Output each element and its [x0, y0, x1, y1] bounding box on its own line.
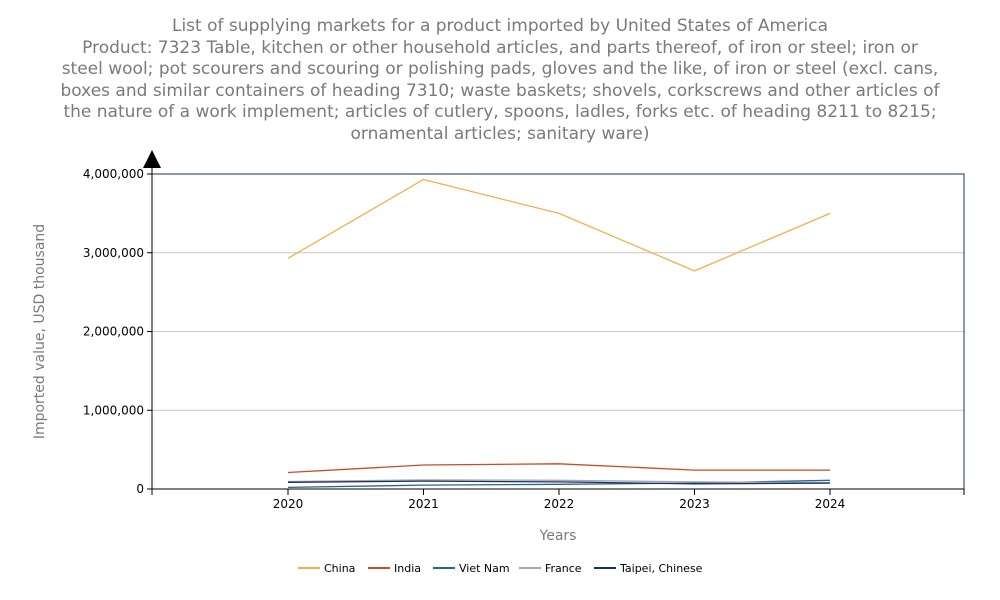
gridlines: [152, 252, 964, 411]
y-tick-label: 3,000,000: [83, 246, 144, 260]
x-tick-label: 2021: [408, 497, 439, 511]
x-tick-label: 2022: [544, 497, 575, 511]
y-tick-label: 4,000,000: [83, 167, 144, 181]
legend: China India Viet Nam France Taipei, Chinese: [298, 562, 703, 575]
chart-subtitle-line: ornamental articles; sanitary ware): [350, 123, 650, 144]
series-line: [287, 178, 831, 272]
x-tick-label: 2020: [273, 497, 304, 511]
chart-title-line: List of supplying markets for a product …: [171, 16, 829, 36]
y-tick-label: 1,000,000: [83, 403, 144, 417]
axes: 0 1,000,000 2,000,000 3,000,000 4,000,000 202…: [83, 166, 965, 511]
legend-label: China: [324, 562, 355, 575]
series-line: [287, 480, 831, 485]
x-tick-label: 2023: [679, 497, 710, 511]
legend-label: France: [545, 562, 582, 575]
chart-subtitle-line: Product: 7323 Table, kitchen or other ho…: [82, 37, 918, 58]
y-axis-title: Imported value, USD thousand: [32, 224, 48, 439]
y-tick-label: 0: [136, 482, 144, 496]
x-axis-title: Years: [539, 528, 577, 544]
legend-label: Viet Nam: [459, 562, 510, 575]
chart-subtitle-line: the nature of a work implement; articles…: [63, 102, 937, 122]
chart-subtitle-line: steel wool; pot scourers and scouring or…: [61, 59, 939, 79]
series-line: [287, 463, 830, 474]
legend-label: India: [394, 562, 421, 575]
y-axis-arrow-icon: [143, 150, 161, 168]
series-line: [287, 479, 831, 484]
legend-label: Taipei, Chinese: [619, 562, 703, 575]
chart-title: List of supplying markets for a product …: [40, 16, 960, 145]
series-lines: [287, 178, 831, 489]
y-tick-label: 2,000,000: [83, 325, 144, 339]
chart-subtitle-line: boxes and similar containers of heading …: [60, 80, 940, 101]
x-tick-label: 2024: [815, 497, 846, 511]
